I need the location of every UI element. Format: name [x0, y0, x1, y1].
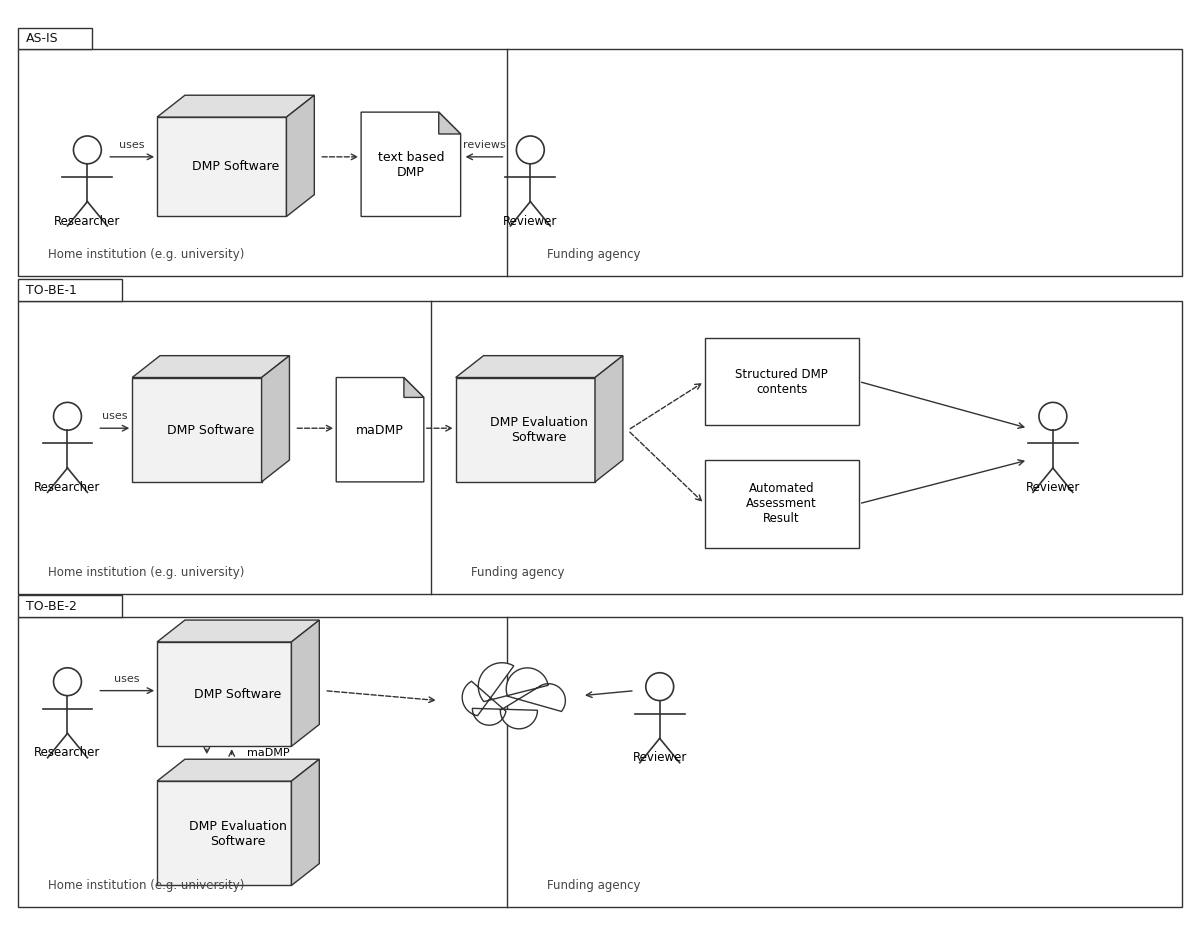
Polygon shape: [262, 355, 289, 482]
Text: DMP Software: DMP Software: [194, 688, 281, 701]
Polygon shape: [157, 117, 287, 217]
Text: TO-BE-2: TO-BE-2: [25, 600, 77, 613]
Text: Researcher: Researcher: [54, 215, 120, 228]
Text: Reviewer: Reviewer: [632, 751, 686, 764]
Text: Automated
Assessment
Result: Automated Assessment Result: [746, 483, 817, 525]
Text: AS-IS: AS-IS: [25, 32, 59, 45]
Text: Home institution (e.g. university): Home institution (e.g. university): [48, 566, 244, 579]
Polygon shape: [157, 642, 292, 746]
Polygon shape: [404, 378, 424, 397]
Polygon shape: [361, 113, 461, 217]
Bar: [704, 338, 859, 425]
Polygon shape: [18, 279, 122, 301]
Text: Funding agency: Funding agency: [547, 880, 640, 893]
Text: DMP Software: DMP Software: [167, 424, 254, 437]
Polygon shape: [292, 759, 319, 885]
Polygon shape: [462, 663, 565, 729]
Polygon shape: [439, 113, 461, 134]
Text: Researcher: Researcher: [35, 746, 101, 759]
Text: maDMP: maDMP: [247, 748, 289, 758]
Polygon shape: [18, 595, 122, 618]
Text: DMP Evaluation
Software: DMP Evaluation Software: [491, 417, 588, 445]
Polygon shape: [157, 95, 314, 117]
Polygon shape: [132, 378, 262, 482]
Text: Home institution (e.g. university): Home institution (e.g. university): [48, 248, 244, 261]
Polygon shape: [157, 781, 292, 885]
Text: uses: uses: [114, 673, 140, 684]
Polygon shape: [336, 378, 424, 482]
Polygon shape: [18, 28, 92, 49]
Polygon shape: [287, 95, 314, 217]
Text: Funding agency: Funding agency: [547, 248, 640, 261]
Bar: [18, 49, 1182, 276]
Polygon shape: [456, 378, 595, 482]
Text: uses: uses: [120, 140, 145, 150]
Text: Structured DMP
contents: Structured DMP contents: [736, 367, 828, 395]
Text: TO-BE-1: TO-BE-1: [25, 284, 77, 297]
Polygon shape: [157, 759, 319, 781]
Text: Reviewer: Reviewer: [1026, 481, 1080, 494]
Polygon shape: [292, 620, 319, 746]
Text: text based
DMP: text based DMP: [378, 151, 444, 179]
Text: Home institution (e.g. university): Home institution (e.g. university): [48, 880, 244, 893]
Text: reviews: reviews: [463, 140, 505, 150]
Text: DMP Evaluation
Software: DMP Evaluation Software: [188, 819, 287, 848]
Text: Funding agency: Funding agency: [470, 566, 564, 579]
Text: uses: uses: [102, 411, 127, 421]
Text: maDMP: maDMP: [356, 424, 404, 437]
Polygon shape: [157, 620, 319, 642]
Text: DMP Software: DMP Software: [192, 160, 280, 173]
Polygon shape: [595, 355, 623, 482]
Polygon shape: [456, 355, 623, 378]
Polygon shape: [132, 355, 289, 378]
Bar: [704, 460, 859, 548]
Text: Researcher: Researcher: [35, 481, 101, 494]
Bar: [18, 618, 1182, 908]
Bar: [18, 301, 1182, 594]
Text: Reviewer: Reviewer: [503, 215, 558, 228]
